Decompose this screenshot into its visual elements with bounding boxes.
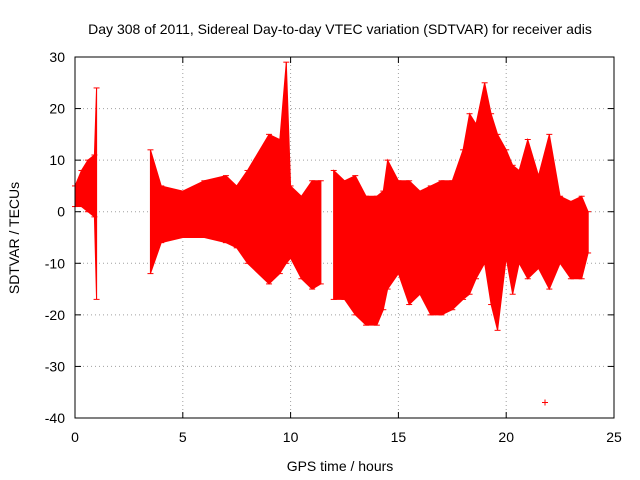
y-tick-label: 20 (49, 101, 65, 117)
data-point (542, 399, 549, 406)
x-tick-label: 15 (391, 429, 407, 445)
chart-title: Day 308 of 2011, Sidereal Day-to-day VTE… (88, 21, 592, 37)
y-tick-label: -30 (45, 358, 65, 374)
x-tick-label: 5 (179, 429, 187, 445)
y-tick-label: 10 (49, 152, 65, 168)
y-axis-label: SDTVAR / TECUs (6, 182, 22, 294)
x-tick-label: 20 (498, 429, 514, 445)
series-sdtvar (72, 61, 592, 406)
error-band (149, 62, 322, 290)
x-tick-label: 0 (71, 429, 79, 445)
y-tick-label: 0 (57, 204, 65, 220)
y-tick-label: 30 (49, 49, 65, 65)
x-tick-label: 25 (606, 429, 622, 445)
error-band (74, 87, 98, 300)
y-tick-label: -20 (45, 307, 65, 323)
y-tick-label: -10 (45, 255, 65, 271)
error-band (333, 82, 589, 331)
x-tick-label: 10 (283, 429, 299, 445)
x-axis-label: GPS time / hours (287, 458, 394, 474)
plot-frame (74, 56, 615, 419)
y-tick-label: -40 (45, 410, 65, 426)
